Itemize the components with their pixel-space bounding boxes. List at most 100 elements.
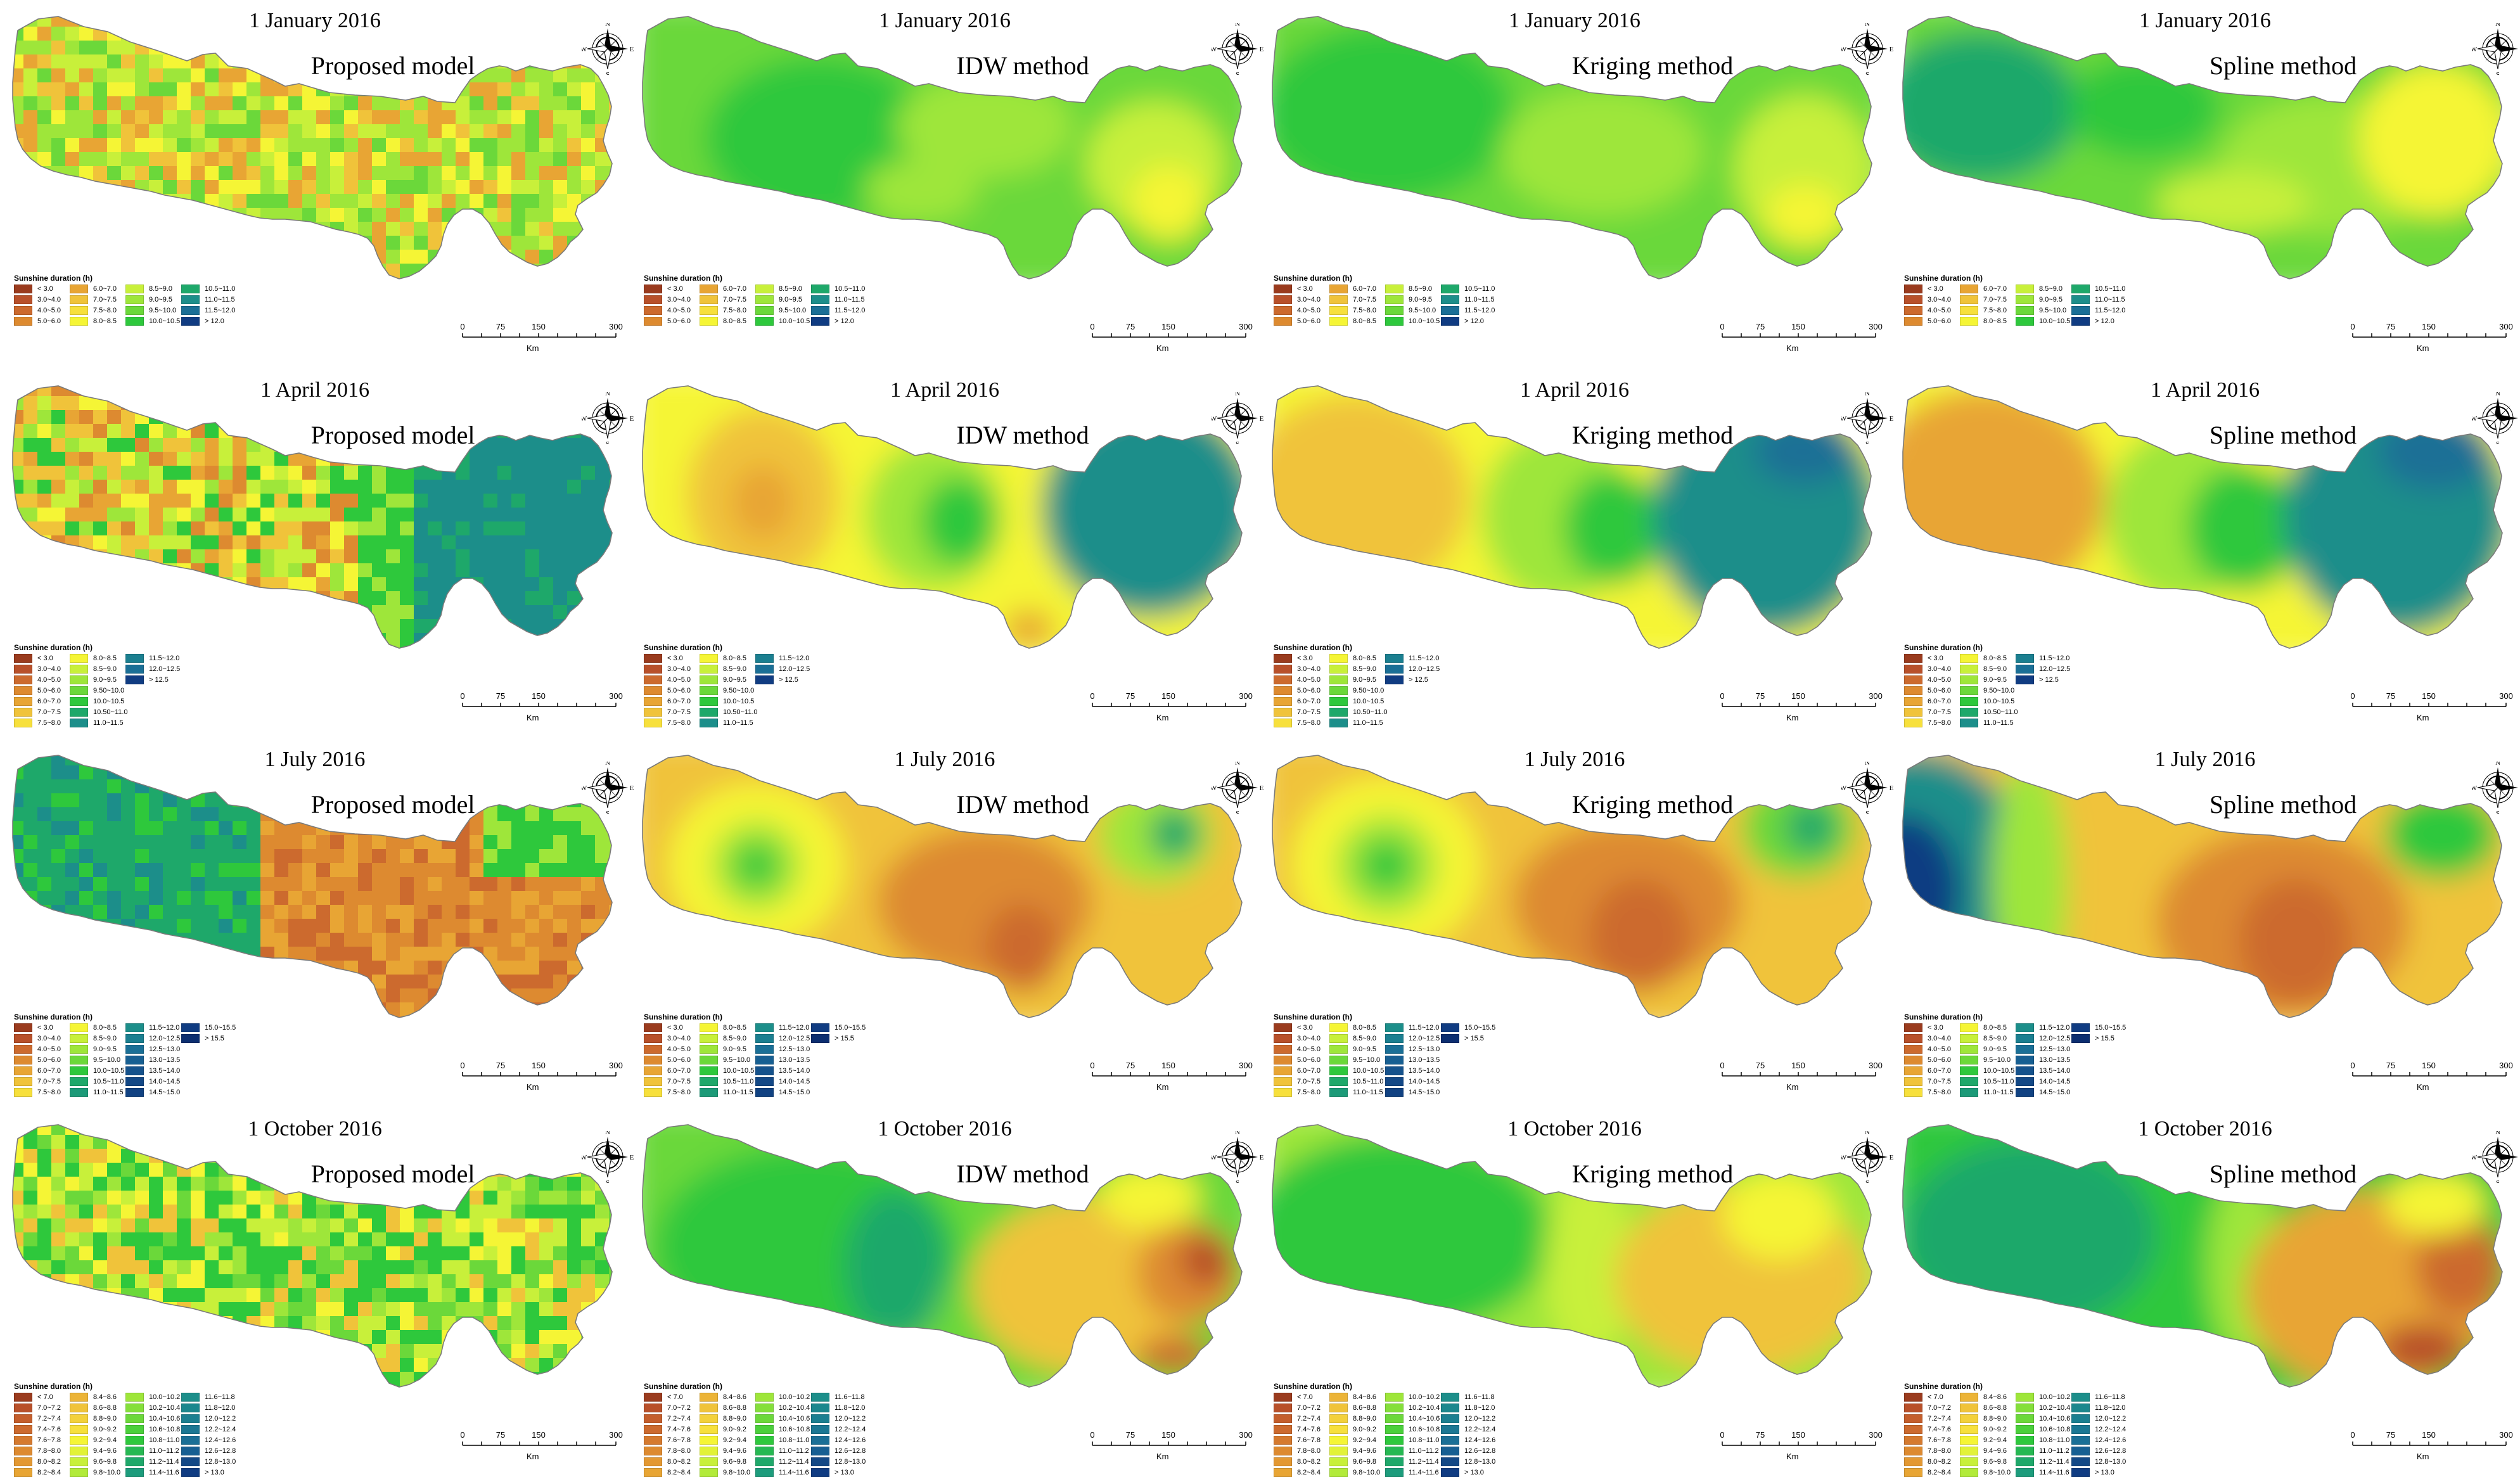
legend-label: 7.0~7.5	[1353, 295, 1377, 304]
legend-item: 11.0~11.5	[1329, 718, 1383, 727]
grid-cell	[37, 975, 52, 989]
grid-cell	[511, 779, 526, 794]
grid-cell	[483, 1274, 498, 1289]
grid-cell	[23, 535, 38, 550]
scale-bar: 0 75 150 300 Km	[2348, 686, 2514, 724]
grid-cell	[344, 521, 359, 536]
legend-item: 3.0~4.0	[644, 1033, 691, 1043]
legend-label: 11.5~12.0	[1409, 1023, 1440, 1032]
grid-cell	[609, 82, 612, 97]
grid-cell	[525, 849, 540, 864]
legend-item: > 15.5	[181, 1033, 224, 1043]
grid-cell	[358, 905, 373, 919]
grid-cell	[149, 124, 163, 139]
legend-swatch	[644, 1044, 662, 1054]
grid-cell	[135, 577, 150, 592]
grid-cell	[581, 480, 596, 494]
grid-cell	[149, 41, 163, 55]
grid-cell	[191, 410, 205, 425]
grid-cell	[400, 563, 414, 578]
grid-cell	[470, 1016, 484, 1018]
grid-cell	[23, 180, 38, 195]
grid-cell	[456, 905, 470, 919]
grid-cell	[274, 549, 289, 564]
legend-swatch	[1385, 1435, 1404, 1445]
legend-swatch	[1274, 707, 1292, 717]
grid-cell	[372, 138, 387, 153]
grid-cell	[13, 222, 24, 236]
grid-cell	[79, 1232, 94, 1247]
legend-item: 5.0~6.0	[1274, 316, 1321, 326]
grid-cell	[288, 208, 303, 222]
grid-cell	[539, 222, 554, 236]
legend-item: 6.0~7.0	[14, 696, 61, 706]
legend-swatch	[2071, 1414, 2090, 1423]
grid-cell	[595, 647, 610, 648]
grid-cell	[219, 194, 233, 208]
grid-cell	[442, 1002, 456, 1017]
grid-cell	[400, 905, 414, 919]
grid-cell	[177, 180, 191, 195]
grid-cell	[511, 194, 526, 208]
grid-cell	[37, 1135, 52, 1149]
grid-cell	[219, 1218, 233, 1233]
grid-cell	[246, 563, 261, 578]
grid-cell	[344, 1274, 359, 1289]
grid-cell	[497, 647, 512, 648]
grid-cell	[191, 1205, 205, 1219]
grid-cell	[13, 1191, 24, 1205]
legend-item: 11.6~11.8	[2071, 1392, 2125, 1402]
grid-cell	[386, 1316, 400, 1331]
grid-cell	[163, 124, 177, 139]
grid-cell	[79, 1191, 94, 1205]
grid-cell	[274, 863, 289, 878]
grid-cell	[260, 124, 275, 139]
grid-cell	[79, 605, 94, 620]
grid-cell	[79, 891, 94, 905]
legend-swatch	[1329, 1055, 1348, 1065]
map-fill	[643, 1125, 1242, 1387]
grid-cell	[219, 521, 233, 536]
grid-cell	[483, 1386, 498, 1387]
legend-swatch	[14, 707, 32, 717]
grid-cell	[205, 452, 219, 466]
scale-bar-graphic	[1092, 333, 1246, 338]
grid-cell	[163, 208, 177, 222]
grid-cell	[163, 793, 177, 808]
legend-label: 12.8~13.0	[2095, 1457, 2127, 1466]
grid-cell	[219, 110, 233, 125]
grid-cell	[260, 905, 275, 919]
grid-cell	[177, 577, 191, 592]
grid-cell	[456, 863, 470, 878]
map-svg	[12, 385, 613, 649]
grid-cell	[567, 1191, 582, 1205]
grid-cell	[595, 138, 610, 153]
grid-cell	[177, 793, 191, 808]
grid-cell	[372, 919, 387, 933]
grid-cell	[177, 1149, 191, 1163]
legend-swatch	[1329, 1392, 1348, 1402]
legend-label: 10.2~10.4	[779, 1403, 810, 1412]
legend-item: 10.50~11.0	[1329, 707, 1388, 717]
grid-cell	[37, 1218, 52, 1233]
legend-item: 7.2~7.4	[644, 1414, 691, 1423]
grid-cell	[288, 1302, 303, 1317]
grid-cell	[483, 1191, 498, 1205]
grid-cell	[428, 877, 442, 892]
legend-label: 8.8~9.0	[1353, 1414, 1377, 1423]
legend-swatch	[2016, 1033, 2034, 1043]
legend-label: 4.0~5.0	[1297, 675, 1321, 684]
legend-item: 10.6~10.8	[2016, 1424, 2070, 1434]
grid-cell	[372, 494, 387, 508]
grid-cell	[609, 1260, 612, 1275]
grid-cell	[274, 933, 289, 947]
legend-swatch	[700, 1023, 718, 1032]
grid-cell	[13, 947, 24, 961]
grid-cell	[37, 577, 52, 592]
legend-label: 8.5~9.0	[723, 665, 747, 673]
grid-cell	[79, 1260, 94, 1275]
grid-cell	[288, 821, 303, 836]
grid-cell	[442, 494, 456, 508]
grid-cell	[205, 438, 219, 452]
grid-cell	[344, 1344, 359, 1359]
